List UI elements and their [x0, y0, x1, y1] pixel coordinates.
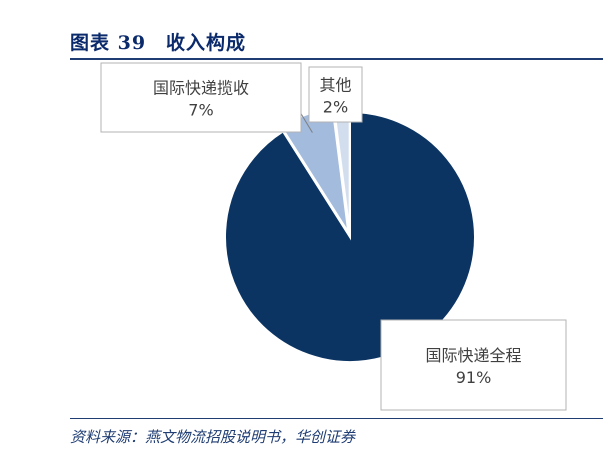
slice-value-label: 2% — [323, 98, 348, 117]
callout-box — [380, 319, 567, 411]
figure-title: 图表 39 收入构成 — [70, 32, 247, 54]
slice-value-label: 91% — [456, 368, 492, 387]
source-rule — [70, 418, 603, 419]
slice-label: 国际快递全程 — [425, 346, 521, 365]
slice-label: 其他 — [319, 76, 351, 95]
title-rule — [70, 58, 603, 60]
slice-label: 国际快递揽收 — [153, 79, 249, 98]
source-note: 资料来源：燕文物流招股说明书，华创证券 — [70, 428, 356, 446]
slice-value-label: 7% — [188, 101, 213, 120]
leader-line — [299, 111, 313, 133]
callout-box — [308, 66, 363, 123]
callout-box — [100, 62, 302, 133]
